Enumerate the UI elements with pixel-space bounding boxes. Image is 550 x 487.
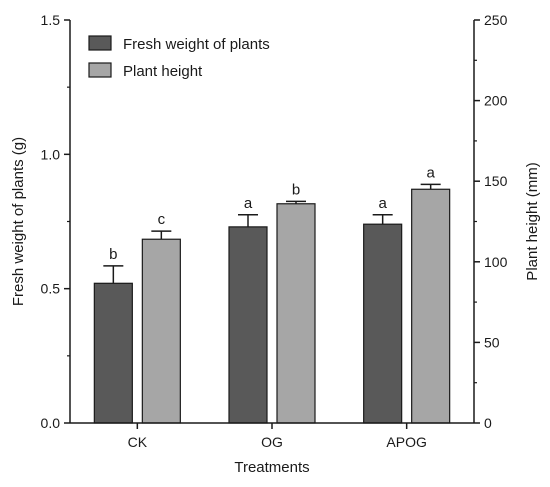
left-tick-label: 1.5 bbox=[41, 12, 61, 28]
significance-letter: a bbox=[244, 195, 253, 212]
significance-letter: c bbox=[158, 211, 166, 228]
right-tick-label: 0 bbox=[484, 415, 492, 431]
significance-letter: b bbox=[109, 246, 117, 263]
x-axis-title: Treatments bbox=[234, 459, 309, 476]
right-tick-label: 50 bbox=[484, 334, 500, 350]
x-tick-label: OG bbox=[261, 434, 283, 450]
left-tick-label: 0.5 bbox=[41, 281, 61, 297]
x-tick-label: APOG bbox=[386, 434, 426, 450]
significance-letter: b bbox=[292, 181, 300, 198]
bar-fresh-weight-of-plants bbox=[363, 223, 403, 424]
ticks: 0.0 0.5 1.0 1.5 0 50 100 150 200 250 CK OG APOG bbox=[41, 12, 508, 450]
legend-swatch-plant-height bbox=[88, 62, 112, 78]
bar-plant-height bbox=[411, 188, 451, 424]
right-tick-label: 250 bbox=[484, 12, 508, 28]
bar-plant-height bbox=[276, 203, 316, 424]
legend-label-plant-height: Plant height bbox=[123, 63, 203, 80]
right-axis-title: Plant height (mm) bbox=[524, 162, 541, 280]
legend: Fresh weight of plants Plant height bbox=[88, 35, 270, 80]
bars: b c a b a a bbox=[93, 164, 451, 424]
right-tick-label: 200 bbox=[484, 93, 508, 109]
x-tick-label: CK bbox=[128, 434, 148, 450]
bar-plant-height bbox=[141, 238, 181, 424]
bar-fresh-weight-of-plants bbox=[93, 282, 133, 424]
right-tick-label: 100 bbox=[484, 254, 508, 270]
left-tick-label: 1.0 bbox=[41, 146, 61, 162]
significance-letter: a bbox=[378, 195, 387, 212]
right-tick-label: 150 bbox=[484, 173, 508, 189]
left-tick-label: 0.0 bbox=[41, 415, 61, 431]
left-axis-title: Fresh weight of plants (g) bbox=[10, 137, 27, 306]
legend-swatch-fresh-weight bbox=[88, 35, 112, 51]
significance-letter: a bbox=[426, 164, 435, 181]
legend-label-fresh-weight: Fresh weight of plants bbox=[123, 36, 270, 53]
bar-fresh-weight-of-plants bbox=[228, 226, 268, 424]
